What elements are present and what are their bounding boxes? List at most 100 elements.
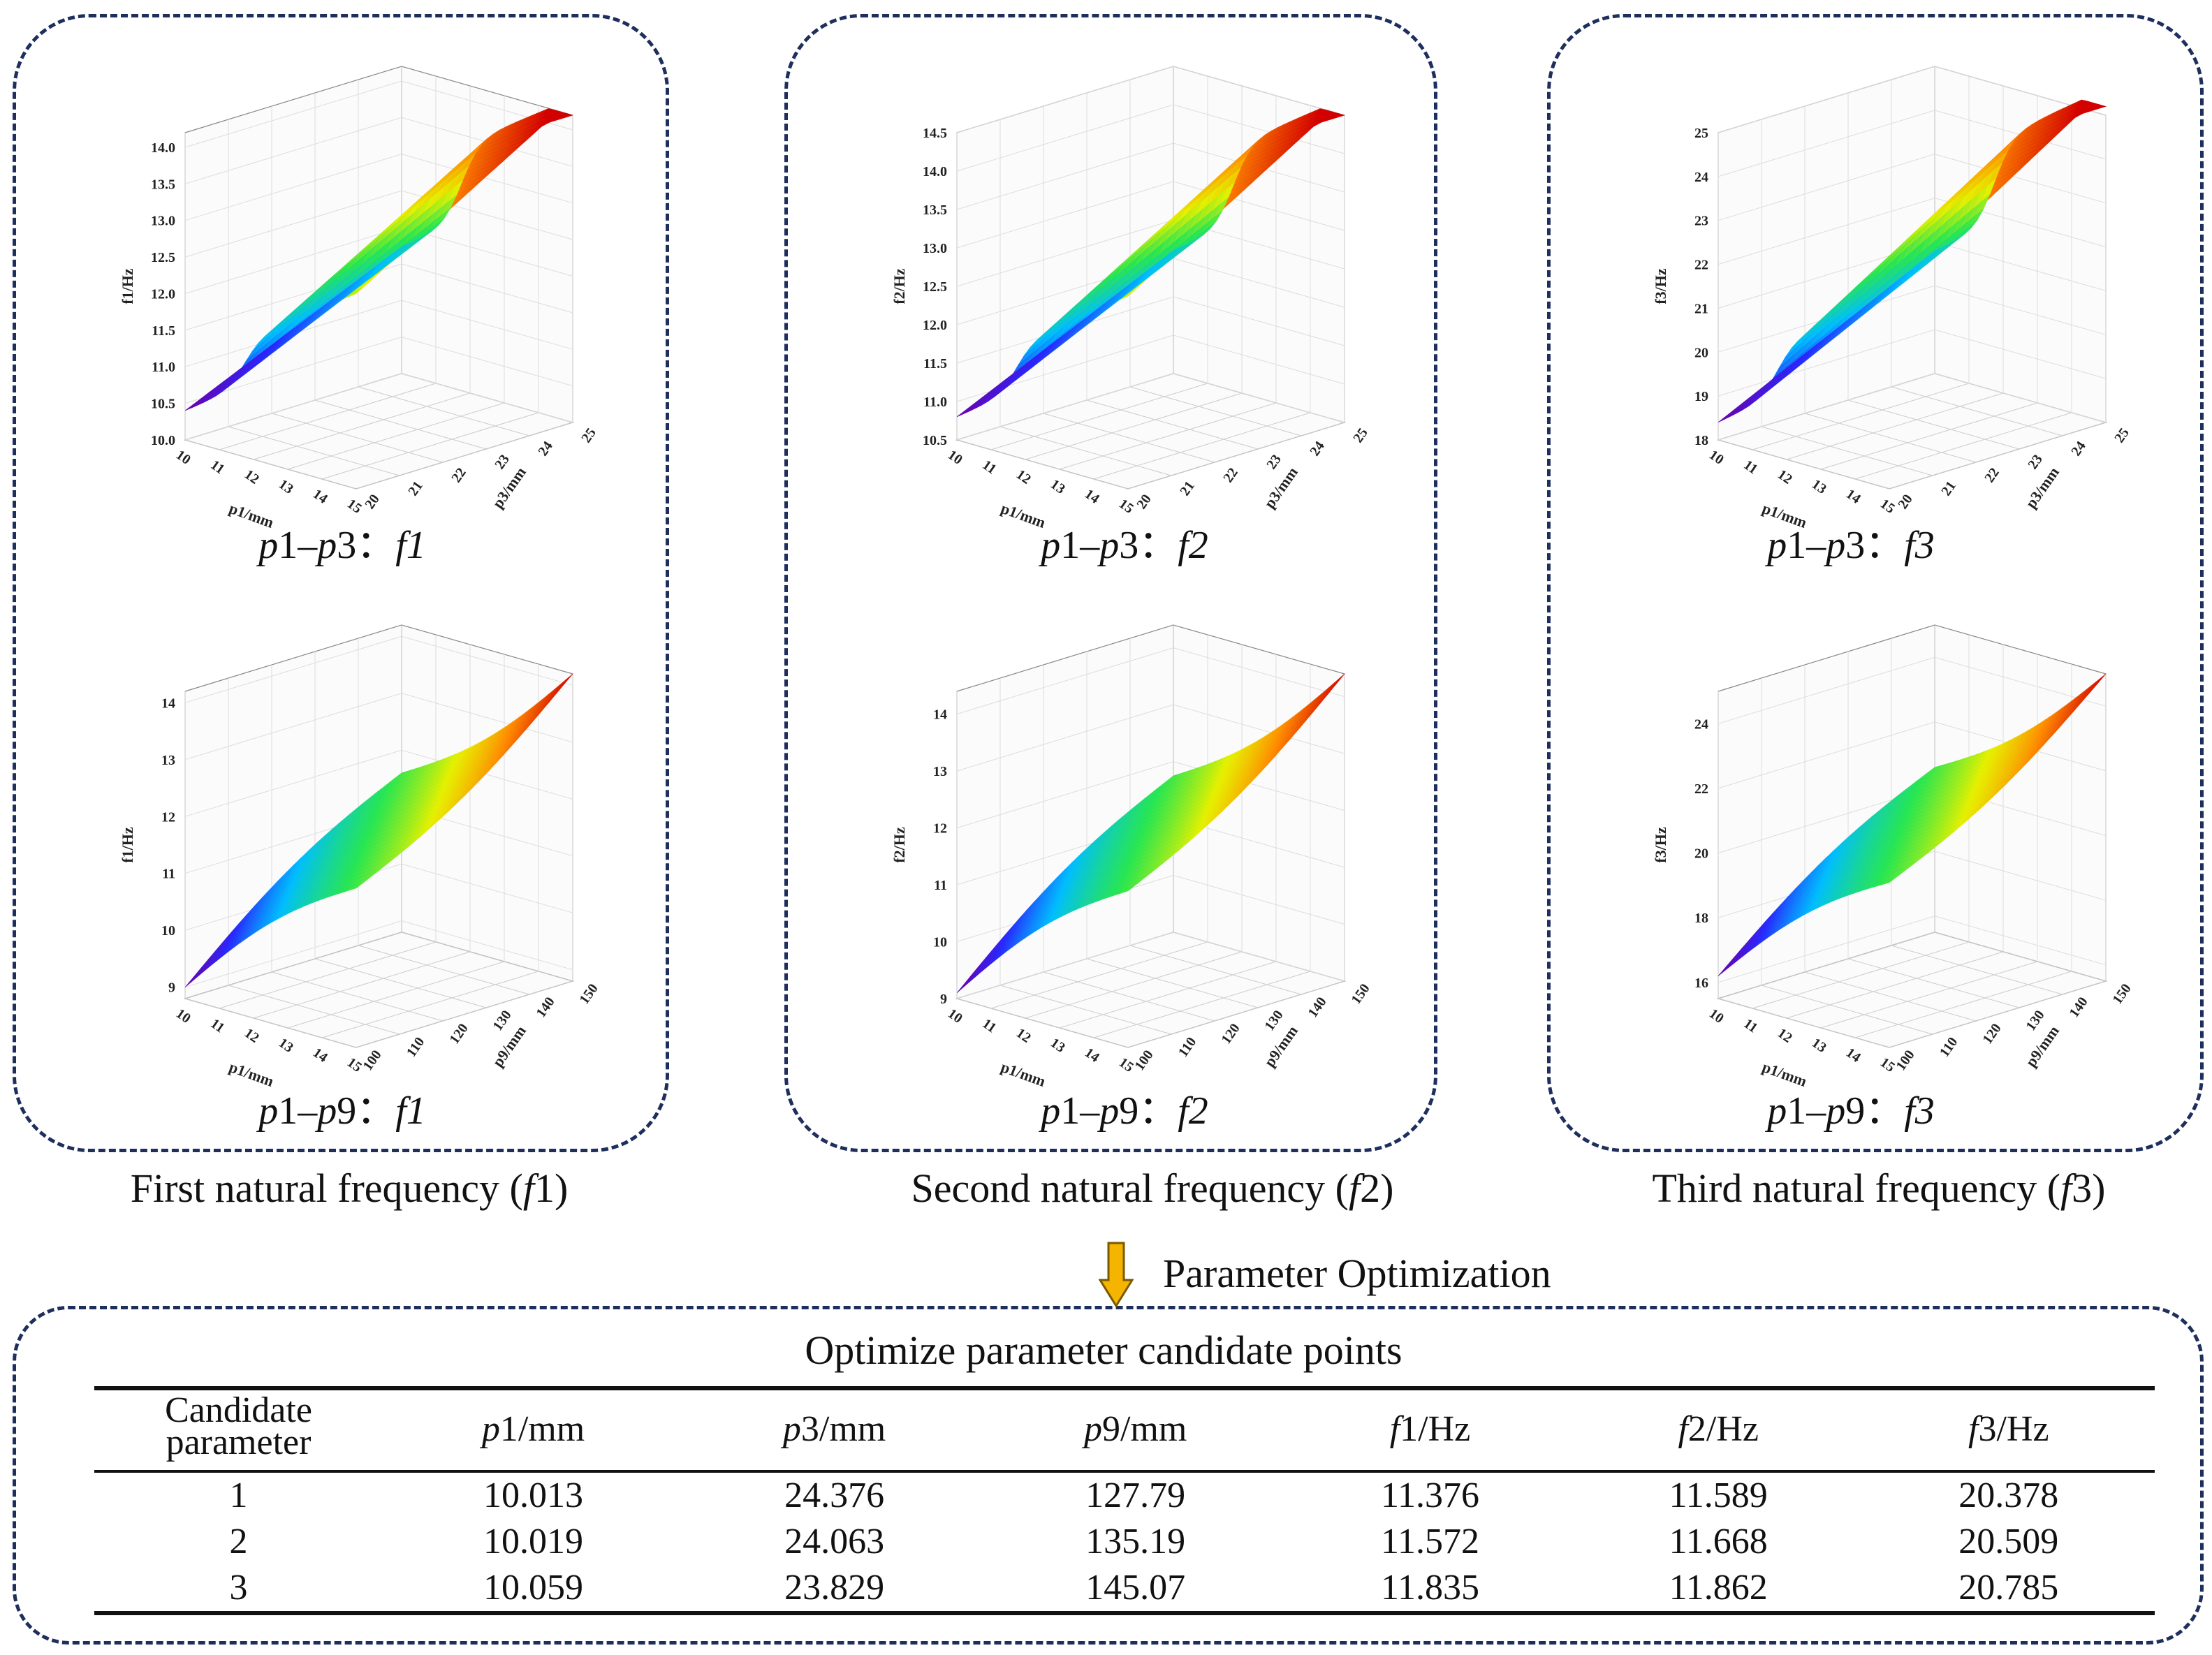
grid-line [1786,951,2004,1019]
panel-f2 [784,14,1437,1152]
grid-line [184,920,573,988]
surface-plot-p1p9-f2: 9 10 11 12 13 14 10 11 12 13 14 15 100 110 120 130 140 15… [807,601,1414,1090]
grid-line [1854,412,2072,480]
x-tick-label: 13 [1809,476,1829,496]
grid-line [184,749,573,817]
grid-line [184,635,573,703]
grid-line [1059,402,1277,470]
surface [1717,99,2107,422]
grid-line [1093,971,1311,1038]
grid-line [956,142,1345,210]
grid-line [1025,951,1243,1019]
grid-line [1717,329,2107,397]
z-axis-label: f2/Hz [891,827,908,863]
y-tick-label: 21 [1938,478,1958,499]
z-tick-label: 12.0 [151,286,175,302]
grid-line [271,413,444,463]
surface-plot-p1p3-f2: 10.5 11.0 11.5 12.0 12.5 13.0 13.5 14.0 14.5 10 11… [807,42,1414,531]
grid-line [1891,945,2063,995]
z-tick-label: 14 [933,707,947,723]
grid-line [1820,402,2038,470]
z-tick-label: 10.5 [151,397,175,412]
z-tick-label: 19 [1694,389,1708,404]
y-tick-label: 22 [1982,465,2002,485]
surface-patch [1165,247,1180,257]
grid-line [956,296,1345,364]
axis-wall [1934,66,2107,423]
grid-line [1717,439,1890,490]
z-tick-label: 16 [1694,976,1708,991]
grid-line [219,383,437,450]
z-tick-label: 13.0 [151,214,175,229]
grid-line [1086,399,1259,450]
grid-line [1847,958,2020,1008]
z-tick-label: 14.0 [923,164,947,179]
z-tick-label: 10 [933,935,947,950]
grid-line [1127,980,1345,1048]
z-tick-label: 9 [168,980,175,996]
x-tick-label: 11 [207,457,227,478]
z-tick-label: 12.0 [923,318,947,333]
z-tick-label: 10 [161,923,175,939]
grid-line [990,383,1208,450]
grid-line [1059,961,1277,1029]
z-tick-label: 11.0 [152,360,175,375]
surface-patch [393,244,408,253]
grid-line [1717,154,2107,221]
y-tick-label: 24 [2068,439,2088,459]
x-tick-label: 11 [979,457,999,478]
grid-line [184,154,573,221]
x-tick-label: 12 [1013,466,1034,487]
grid-line [956,373,1345,441]
grid-line [956,647,1345,715]
z-tick-label: 21 [1694,301,1708,316]
axes-grid: 10.010.511.011.512.012.513.013.514.010 11… [119,66,599,531]
grid-line [314,399,487,450]
z-tick-label: 10.0 [151,433,175,448]
x-tick-label: 12 [242,1025,262,1045]
grid-line [1804,971,1977,1022]
grid-line [321,412,539,480]
grid-line [1889,980,2107,1048]
x-tick-label: 13 [1809,1035,1829,1055]
x-tick-label: 12 [1775,1025,1795,1045]
x-tick-label: 10 [945,1006,965,1026]
grid-line [999,985,1172,1035]
z-tick-label: 13.5 [151,177,175,192]
z-tick-label: 12.5 [151,250,175,265]
grid-line [1934,932,2107,982]
z-axis-label: f3/Hz [1652,827,1669,863]
grid-line [956,998,1129,1048]
x-tick-label: 11 [1741,457,1760,478]
x-tick-label: 10 [945,447,965,467]
grid-line [1847,399,2020,450]
grid-line [184,80,573,148]
z-tick-label: 14.0 [151,140,175,156]
grid-line [1129,386,1302,436]
grid-line [1804,413,1977,463]
grid-line [1717,932,1935,999]
z-tick-label: 11.0 [923,395,947,410]
y-tick-label: 140 [533,994,557,1020]
surface-patch [393,770,408,779]
x-tick-label: 11 [979,1016,999,1036]
z-tick-label: 25 [1694,126,1708,141]
surface-svg: 10.511.011.512.012.513.013.514.014.510 11… [891,66,1371,531]
grid-line [228,426,400,476]
grid-line [184,190,573,258]
surface-plot-p1p9-f3: 16 18 20 22 24 10 11 12 13 14 15 100 110 120 130 140 150… [1568,601,2176,1090]
x-tick-label: 11 [1741,1016,1760,1036]
surface [184,108,574,411]
z-tick-label: 24 [1694,170,1708,185]
y-tick-label: 21 [405,478,425,499]
grid-line [1854,971,2072,1038]
grid-line [956,181,1345,249]
z-tick-label: 13 [161,753,175,768]
surface [956,673,1345,994]
grid-line [184,337,573,404]
grid-line [1752,941,1970,1009]
z-tick-label: 18 [1694,911,1708,926]
surface-plot-p1p3-f1: 10.0 10.5 11.0 11.5 12.0 12.5 13.0 13.5 14.0 10 11… [35,42,643,531]
